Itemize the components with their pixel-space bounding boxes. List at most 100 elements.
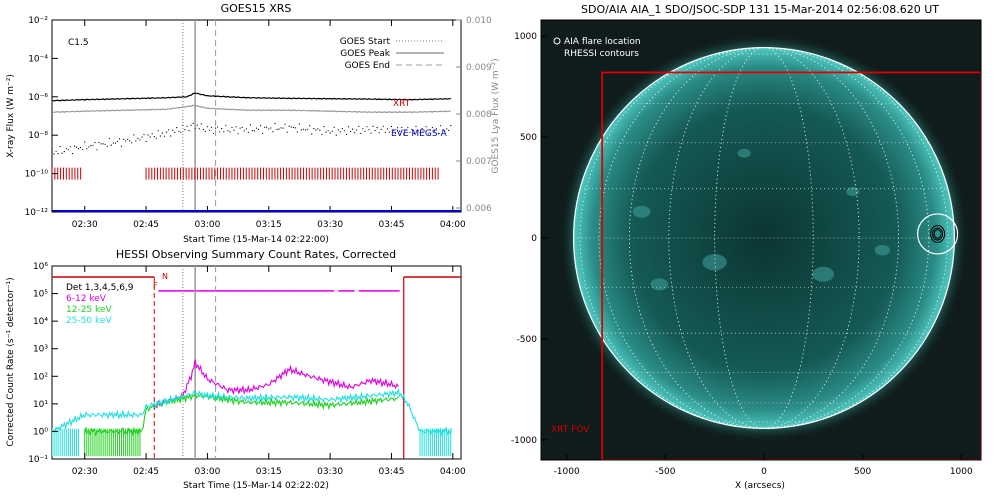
lya-point	[127, 138, 129, 140]
aia-plot-frame	[540, 19, 982, 461]
lya-point	[163, 135, 166, 137]
lya-point	[442, 129, 444, 131]
lya-point	[431, 127, 433, 129]
legend-6-12: 6-12 keV	[66, 294, 107, 304]
lya-point	[73, 145, 76, 147]
lya-point	[411, 128, 413, 131]
hessi-y-tick-label: 10²	[33, 372, 48, 382]
legend-goes-end: GOES End	[345, 61, 390, 71]
legend-goes-peak: GOES Peak	[340, 49, 390, 59]
lya-point	[309, 125, 311, 127]
lya-point	[354, 132, 356, 134]
lya-point	[251, 130, 253, 132]
lya-point	[176, 127, 178, 129]
goes-x-tick-label: 03:00	[194, 220, 220, 230]
lya-point	[129, 140, 131, 142]
lya-point	[305, 129, 307, 131]
rhessi-contour	[930, 225, 946, 243]
hessi-plot-frame	[51, 265, 462, 460]
lya-point	[262, 132, 264, 134]
lya-point	[86, 148, 88, 150]
active-region	[846, 187, 860, 197]
lya-point	[311, 133, 313, 135]
lya-point	[114, 142, 116, 144]
lya-point	[225, 124, 227, 126]
lya-point	[233, 129, 235, 131]
goes-x-tick-label: 02:45	[133, 220, 159, 230]
lya-point	[397, 127, 399, 129]
lya-point	[339, 131, 341, 133]
lya-point	[170, 135, 172, 137]
lya-point	[63, 151, 65, 153]
lya-point	[120, 145, 123, 147]
lya-point	[231, 126, 233, 129]
lya-point	[65, 148, 67, 150]
lya-point	[239, 127, 241, 129]
aia-image-panel: SDO/AIA AIA_1 SDO/JSOC-SDP 131 15-Mar-20…	[511, 3, 982, 491]
lya-point	[125, 140, 127, 142]
lya-point	[184, 129, 186, 131]
goes-x-tick-label: 03:15	[256, 220, 282, 230]
hessi-y-tick-label: 10⁵	[33, 290, 48, 300]
lya-point	[409, 131, 411, 133]
lya-point	[219, 131, 221, 133]
aia-x-tick-label: 0	[761, 467, 767, 477]
active-region	[737, 148, 751, 158]
lya-point	[182, 124, 184, 126]
lya-point	[307, 128, 309, 130]
lya-point	[372, 125, 374, 127]
lya-point	[331, 130, 333, 132]
lya-point	[249, 124, 251, 126]
aia-y-tick-label: 0	[531, 234, 537, 244]
lya-point	[190, 124, 192, 126]
lya-point	[415, 125, 417, 128]
lya-point	[237, 133, 239, 135]
aia-x-tick-label: -500	[655, 467, 676, 477]
lya-point	[98, 141, 100, 144]
lya-point	[194, 128, 196, 130]
lya-point	[423, 130, 425, 132]
lya-point	[356, 129, 358, 131]
aia-x-tick-label: 1000	[950, 467, 973, 477]
lya-point	[405, 129, 407, 131]
lya-point	[161, 132, 163, 134]
lya-point	[139, 139, 141, 141]
lya-point	[329, 132, 331, 134]
aia-y-tick-label: -500	[517, 335, 538, 345]
lya-point	[270, 127, 272, 129]
lya-point	[178, 130, 180, 132]
lya-point	[268, 128, 270, 130]
flare-location-circle	[916, 213, 959, 255]
goes-ylabel-right: GOES15 Lya Flux (W m⁻²)	[491, 58, 501, 173]
lya-point	[90, 145, 92, 147]
lya-point	[384, 131, 386, 134]
lya-point	[243, 130, 245, 132]
goes-xrs-panel: GOES15 XRS 02:30 02:45 03:00 03:15 03:30 03:4…	[6, 2, 501, 245]
lya-point	[123, 138, 125, 140]
lya-point	[202, 128, 204, 131]
lya-point	[208, 129, 211, 131]
lya-point	[429, 129, 431, 131]
legend-12-25: 12-25 keV	[66, 305, 112, 315]
lya-point	[435, 128, 438, 130]
lya-point	[345, 133, 348, 135]
lya-point	[421, 128, 423, 130]
lya-point	[102, 143, 104, 145]
lya-point	[395, 132, 397, 134]
solar-limb	[572, 46, 955, 429]
lya-point	[71, 153, 74, 155]
lya-point	[253, 130, 256, 132]
lya-point	[260, 125, 262, 127]
lya-point	[157, 130, 159, 132]
lya-point	[141, 136, 143, 138]
lya-point	[376, 127, 378, 129]
lya-point	[188, 130, 190, 132]
eve-label: EVE MEGS-A	[391, 129, 448, 139]
longitude-line	[628, 47, 899, 429]
rhessi-contour	[932, 227, 944, 241]
lya-point	[433, 130, 435, 132]
lya-point	[137, 137, 139, 139]
hessi-x-tick-label: 02:30	[72, 467, 98, 477]
lya-point	[180, 131, 182, 133]
